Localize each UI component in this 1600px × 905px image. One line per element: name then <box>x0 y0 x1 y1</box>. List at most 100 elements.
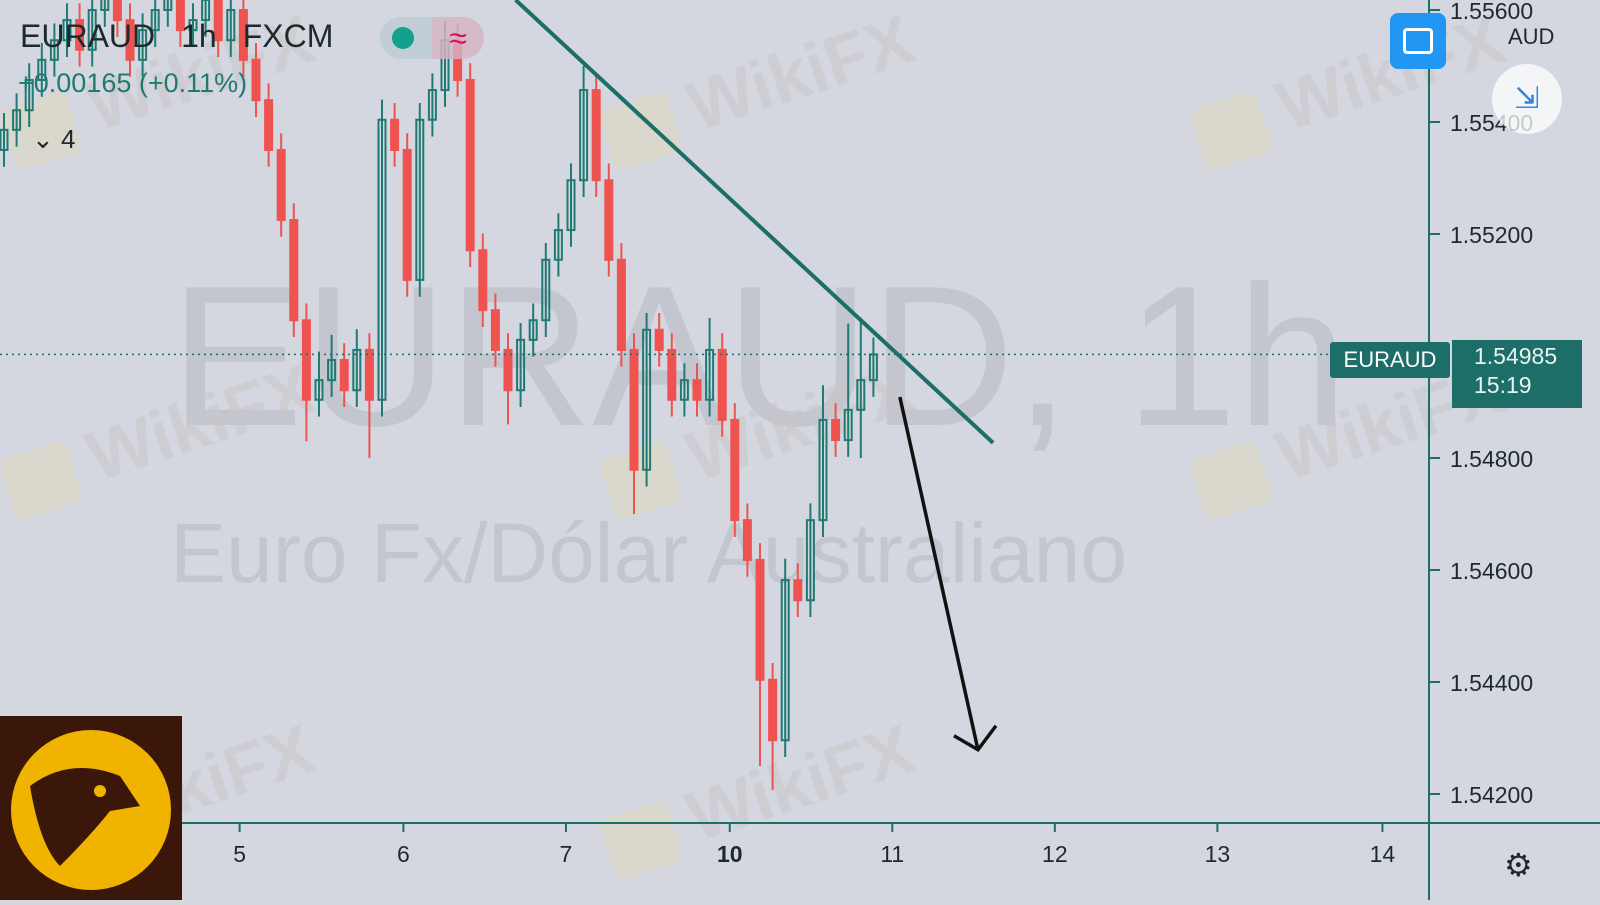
candle-body <box>12 109 22 131</box>
eagle-logo-icon <box>11 730 171 890</box>
candle-body <box>616 258 626 351</box>
candle-body <box>0 128 9 151</box>
price-tick-label: 1.54800 <box>1450 446 1533 472</box>
wikifx-logo-icon <box>1190 442 1272 520</box>
candle <box>692 363 702 417</box>
candle-body <box>818 418 828 522</box>
candle <box>566 163 576 247</box>
indicators-toggle[interactable]: ⌄ 4 <box>32 124 76 155</box>
last-symbol-label: EURAUD <box>1330 342 1450 378</box>
candle <box>805 503 815 618</box>
candle <box>793 563 803 618</box>
candle-body <box>175 0 185 32</box>
candle-body <box>390 118 400 152</box>
down-arrow[interactable] <box>898 396 998 753</box>
candle <box>188 3 198 47</box>
candle-body <box>717 348 727 421</box>
candle-body <box>377 118 387 401</box>
candle <box>717 333 727 437</box>
candle <box>339 343 349 408</box>
candle-body <box>276 149 286 221</box>
gear-icon: ⚙ <box>1504 847 1533 883</box>
candle-body <box>768 678 778 742</box>
candle <box>831 403 841 457</box>
candle <box>516 323 526 408</box>
candle-body <box>163 0 173 11</box>
candle <box>364 333 374 458</box>
candle-body <box>730 418 740 522</box>
indicator-count: 4 <box>61 124 76 154</box>
candle <box>465 63 475 268</box>
candle-body <box>553 229 563 261</box>
candle-body <box>566 179 576 232</box>
candle-body <box>264 99 274 152</box>
wikifx-logo-icon <box>600 442 682 520</box>
candle <box>276 133 286 237</box>
candle-body <box>251 58 261 102</box>
status-pill[interactable]: ≈ <box>380 17 484 59</box>
chevron-down-icon: ⌄ <box>32 124 54 154</box>
candle <box>654 312 664 367</box>
candle <box>742 503 752 577</box>
candle-body <box>579 89 589 182</box>
candle <box>125 3 135 77</box>
candle-body <box>642 328 652 471</box>
candle-body <box>37 58 47 81</box>
settings-button[interactable]: ⚙ <box>1504 846 1533 884</box>
candle-body <box>742 519 752 561</box>
last-price-label: 1.54985 15:19 <box>1452 340 1582 408</box>
wikifx-logo-icon <box>600 92 682 170</box>
candle-body <box>364 348 374 401</box>
fullscreen-button[interactable] <box>1390 13 1446 69</box>
candle-body <box>591 89 601 182</box>
candle-body <box>604 179 614 261</box>
candle-body <box>75 19 85 51</box>
time-tick-label: 12 <box>1042 841 1068 867</box>
wave-icon: ≈ <box>432 17 484 59</box>
candle-body <box>301 319 311 401</box>
candle <box>238 0 248 77</box>
candle <box>112 0 122 37</box>
candle-body <box>541 258 551 322</box>
candle-body <box>24 79 34 112</box>
candle <box>616 242 626 367</box>
candle <box>768 662 778 791</box>
candle-body <box>831 418 841 442</box>
time-tick-label: 10 <box>717 841 743 867</box>
candle-body <box>780 579 790 742</box>
candle-body <box>289 219 299 322</box>
candle-body <box>503 348 513 392</box>
candle <box>251 43 261 117</box>
candle-body <box>528 319 538 341</box>
candle-body <box>805 519 815 602</box>
candle <box>402 133 412 297</box>
candle <box>24 63 34 128</box>
symbol-header[interactable]: EURAUD 1h FXCM <box>20 18 359 55</box>
candle <box>314 351 324 417</box>
time-tick-label: 7 <box>560 841 573 867</box>
candle <box>390 102 400 167</box>
price-tick-label: 1.54600 <box>1450 558 1533 584</box>
candle <box>377 99 387 417</box>
candle-body <box>692 379 702 401</box>
price-tick-label: 1.54400 <box>1450 670 1533 696</box>
price-change: +0.00165 (+0.11%) <box>18 68 248 98</box>
time-axis: 5 6 7 10 11 12 13 14 <box>233 823 1395 867</box>
wikifx-logo-icon <box>600 802 682 880</box>
bar-countdown: 15:19 <box>1474 372 1532 398</box>
wikifx-logo-icon <box>1190 92 1272 170</box>
trendline[interactable] <box>514 0 995 445</box>
collapse-button[interactable]: ⇲ <box>1492 64 1562 134</box>
candle-body <box>654 328 664 351</box>
candle <box>352 329 362 408</box>
price-tick-label: 1.54200 <box>1450 782 1533 808</box>
candle-body <box>339 359 349 392</box>
candle <box>528 303 538 357</box>
candle-body <box>352 348 362 392</box>
candle-body <box>238 9 248 61</box>
time-tick-label: 13 <box>1205 841 1231 867</box>
candle <box>604 163 614 277</box>
candle-body <box>327 359 337 382</box>
candle <box>213 0 223 58</box>
